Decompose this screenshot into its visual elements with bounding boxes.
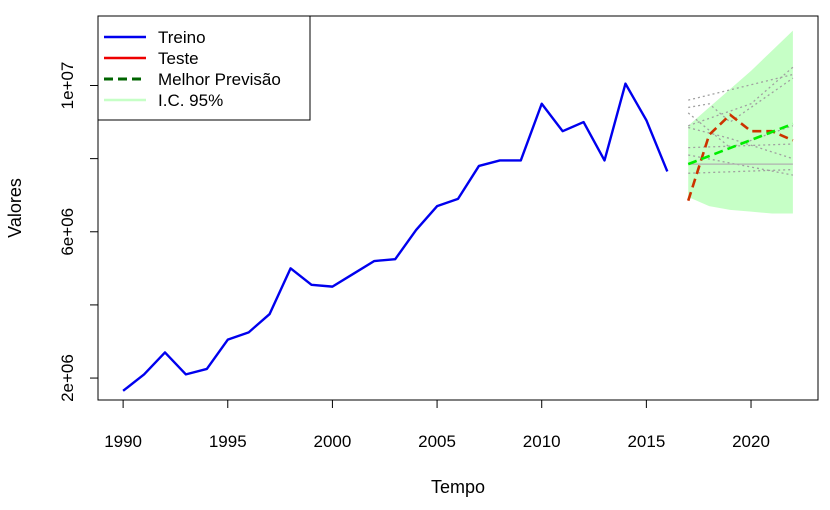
series-line-melhor-previsao	[687, 122, 794, 166]
x-tick-label: 2005	[418, 432, 456, 451]
alternative-model-line	[688, 66, 794, 127]
legend-label: Melhor Previsão	[158, 70, 281, 89]
x-tick-label: 2000	[314, 432, 352, 451]
alternative-models-layer	[687, 66, 794, 176]
x-tick-label: 1995	[209, 432, 247, 451]
x-tick-label: 1990	[104, 432, 142, 451]
y-tick-label: 2e+06	[58, 354, 77, 402]
legend: Treino Teste Melhor Previsão I.C. 95%	[97, 15, 311, 121]
legend-label: I.C. 95%	[158, 91, 223, 110]
x-tick-label: 2010	[523, 432, 561, 451]
legend-label: Treino	[158, 28, 206, 47]
y-axis-label: Valores	[5, 178, 25, 238]
x-tick-label: 2015	[627, 432, 665, 451]
confidence-band-layer	[688, 30, 793, 214]
series-line-teste	[686, 113, 794, 202]
series-layer	[122, 82, 794, 392]
y-tick-label: 6e+06	[58, 208, 77, 256]
alternative-model-line	[688, 77, 794, 123]
series-line-treino	[122, 82, 669, 392]
legend-box	[97, 15, 311, 121]
x-axis: 1990 1995 2000 2005 2010 2015 2020	[104, 399, 770, 451]
y-axis: 2e+06 6e+06 1e+07	[58, 62, 99, 402]
x-axis-label: Tempo	[431, 477, 485, 497]
legend-label: Teste	[158, 49, 199, 68]
confidence-band	[688, 30, 793, 214]
x-tick-label: 2020	[732, 432, 770, 451]
y-tick-label: 1e+07	[58, 62, 77, 110]
